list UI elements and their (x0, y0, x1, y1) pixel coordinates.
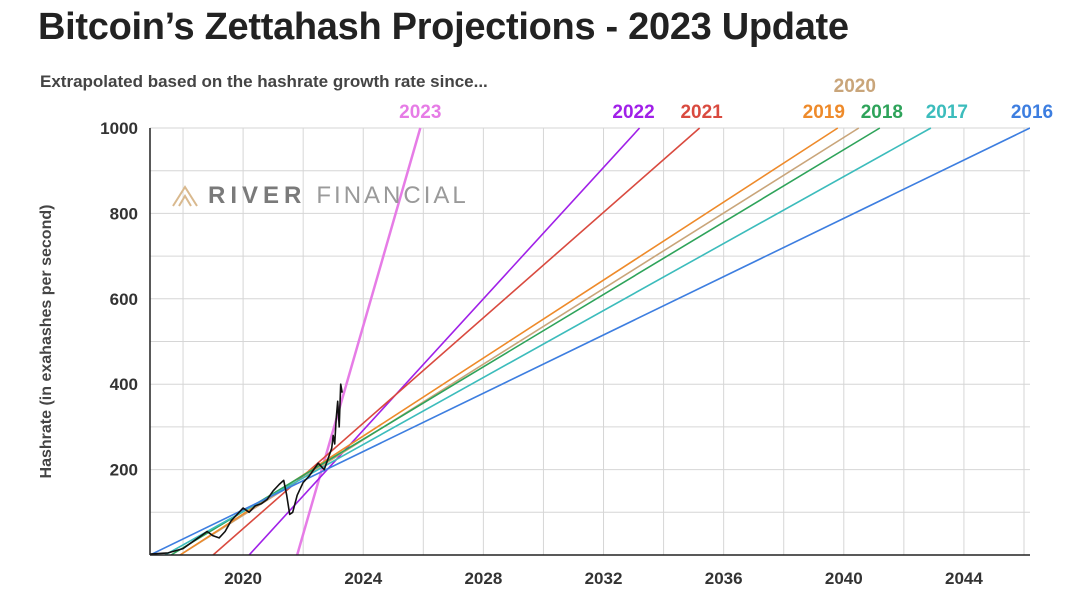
series (150, 127, 1030, 555)
y-tick-label: 400 (110, 375, 138, 394)
y-tick-label: 200 (110, 461, 138, 480)
x-tick-label: 2028 (464, 569, 502, 588)
legend-label-2018: 2018 (861, 102, 903, 123)
chart-subtitle: Extrapolated based on the hashrate growt… (40, 72, 488, 91)
hashrate-line (150, 383, 343, 555)
legend-label-2021: 2021 (680, 102, 723, 123)
legend-label-2020: 2020 (834, 76, 876, 97)
x-tick-label: 2020 (224, 569, 262, 588)
watermark-word-river: RIVER (208, 182, 307, 209)
y-tick-label: 800 (110, 204, 138, 223)
legend-label-2023: 2023 (399, 102, 441, 123)
y-tick-label: 1000 (100, 119, 138, 138)
x-tick-label: 2036 (705, 569, 743, 588)
x-tick-label: 2032 (585, 569, 623, 588)
river-chevron-logo-icon (172, 185, 198, 207)
legend-label-2016: 2016 (1011, 102, 1053, 123)
y-axis-label: Hashrate (in exahashes per second) (38, 205, 55, 479)
labels: 200 400 600 800 1000 2020 2024 2028 2032 2036 2040… (38, 76, 1053, 588)
y-tick-label: 600 (110, 290, 138, 309)
projection-line-2016 (150, 127, 1030, 555)
grid (150, 127, 1030, 555)
legend-label-2019: 2019 (803, 102, 845, 123)
projection-line-2017 (164, 127, 932, 555)
projection-line-2023 (295, 127, 422, 555)
legend-label-2022: 2022 (612, 102, 654, 123)
page-title: Bitcoin’s Zettahash Projections - 2023 U… (38, 6, 849, 48)
watermark-word-financial: FINANCIAL (316, 182, 469, 209)
legend-label-2017: 2017 (926, 102, 968, 123)
projection-line-2022 (248, 127, 641, 555)
x-tick-label: 2040 (825, 569, 863, 588)
x-tick-label: 2044 (945, 569, 983, 588)
projection-line-2018 (170, 127, 881, 555)
x-tick-label: 2024 (344, 569, 382, 588)
watermark: RIVER FINANCIAL (172, 182, 469, 210)
axes (149, 128, 1030, 556)
